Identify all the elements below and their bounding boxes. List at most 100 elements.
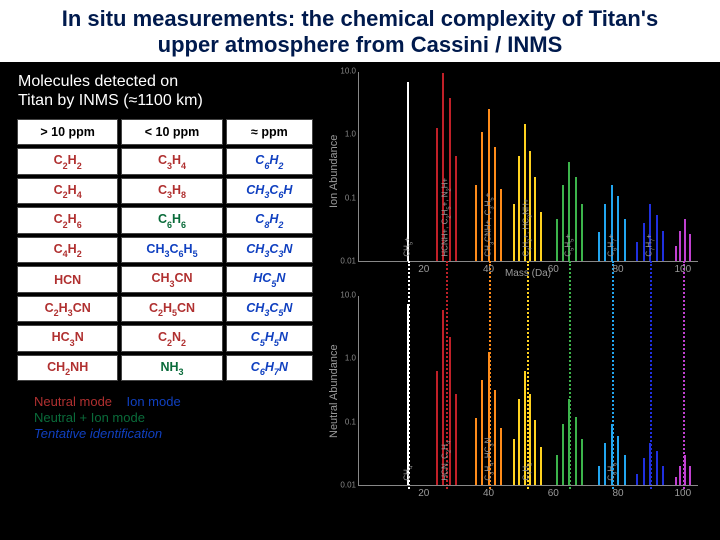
peak-label: HCN, C2H4	[441, 441, 453, 481]
title-block: In situ measurements: the chemical compl…	[0, 0, 720, 62]
x-tick: 40	[483, 264, 494, 275]
spectrum-bar	[675, 477, 677, 485]
spectrum-bar	[581, 204, 583, 261]
molecule-cell: C2H4	[17, 178, 118, 205]
molecule-cell: HC3N	[17, 325, 118, 352]
peak-label: C7H7+	[645, 234, 657, 257]
molecule-cell: C6H6	[121, 207, 222, 234]
spectrum-bar	[475, 418, 477, 485]
spectrum-bar	[500, 428, 502, 485]
spectra-panel: Ion Abundance Neutral Abundance 10.01.00…	[330, 68, 708, 498]
spectrum-bar	[624, 455, 626, 485]
legend-tentative: Tentative identification	[34, 426, 162, 441]
spectrum-bar	[656, 451, 658, 485]
x-tick: 40	[483, 488, 494, 499]
spectrum-bar	[407, 82, 409, 261]
x-tick: 100	[674, 488, 691, 499]
legend-ion: Ion mode	[127, 394, 181, 409]
x-axis-label: Mass (Da)	[505, 268, 551, 279]
y-tick: 0.01	[340, 480, 359, 489]
panel-title-line2: Titan by INMS (≈1100 km)	[18, 92, 203, 109]
molecule-cell: C8H2	[226, 207, 313, 234]
spectrum-bar	[436, 128, 438, 261]
molecule-panel: Molecules detected on Titan by INMS (≈11…	[14, 70, 316, 442]
spectrum-bar	[500, 189, 502, 261]
molecule-cell: C4H2	[17, 237, 118, 264]
molecule-cell: CH3CN	[121, 266, 222, 293]
molecule-cell: CH3C6H	[226, 178, 313, 205]
neutral-spectrum: 10.01.00.10.01CH4HCN, C2H4C3H4, HC3NC4H2…	[358, 296, 698, 486]
spectrum-bar	[436, 371, 438, 485]
y-tick: 10.0	[340, 66, 359, 75]
spectrum-bar	[636, 242, 638, 261]
spectrum-bar	[568, 399, 570, 485]
column-header: ≈ ppm	[226, 119, 313, 145]
x-tick: 100	[674, 264, 691, 275]
spectrum-bar	[455, 156, 457, 261]
spectrum-bar	[643, 458, 645, 485]
legend: Neutral mode Ion mode Neutral + Ion mode…	[14, 394, 316, 442]
peak-label: CH3CNH+, C3H5+	[483, 193, 495, 257]
spectrum-bar	[684, 455, 686, 485]
molecule-cell: C6H2	[226, 148, 313, 175]
column-header: < 10 ppm	[121, 119, 222, 145]
spectrum-bar	[575, 417, 577, 485]
spectrum-bar	[534, 177, 536, 261]
x-tick: 20	[418, 264, 429, 275]
spectrum-bar	[624, 219, 626, 261]
spectrum-bar	[598, 232, 600, 261]
spectrum-bar	[534, 420, 536, 485]
spectrum-bar	[684, 219, 686, 261]
spectrum-bar	[649, 443, 651, 485]
table-row: C2H2C3H4C6H2	[17, 148, 313, 175]
slide: In situ measurements: the chemical compl…	[0, 0, 720, 540]
spectrum-bar	[662, 231, 664, 261]
x-tick: 80	[612, 488, 623, 499]
y-tick: 1.0	[345, 130, 359, 139]
molecule-cell: CH3C6H5	[121, 237, 222, 264]
peak-label: C3H4, HC3N	[483, 438, 495, 481]
legend-both: Neutral + Ion mode	[34, 410, 145, 425]
spectrum-bar	[679, 466, 681, 485]
molecule-cell: C2H5CN	[121, 296, 222, 323]
spectrum-bar	[556, 219, 558, 261]
spectrum-bar	[562, 424, 564, 485]
peak-label: C5H5+	[564, 234, 576, 257]
panel-title: Molecules detected on Titan by INMS (≈11…	[14, 70, 316, 116]
molecule-cell: C3H8	[121, 178, 222, 205]
molecule-cell: C2H2	[17, 148, 118, 175]
content-area: Molecules detected on Titan by INMS (≈11…	[0, 62, 720, 540]
spectrum-bar	[689, 466, 691, 485]
table-row: HCNCH3CNHC5N	[17, 266, 313, 293]
peak-label: C6H7+	[606, 234, 618, 257]
spectrum-bar	[662, 466, 664, 485]
spectrum-bar	[455, 394, 457, 485]
molecule-cell: C2H6	[17, 207, 118, 234]
spectrum-bar	[689, 234, 691, 261]
ion-spectrum: 10.01.00.10.01CH5+HCNH+, C2H5+, N2H+CH3C…	[358, 72, 698, 262]
spectrum-bar	[679, 231, 681, 261]
slide-title: In situ measurements: the chemical compl…	[40, 6, 680, 58]
molecule-cell: CH3C3N	[226, 237, 313, 264]
spectrum-bar	[581, 439, 583, 485]
molecule-table: > 10 ppm< 10 ppm≈ ppm C2H2C3H4C6H2C2H4C3…	[14, 116, 316, 384]
molecule-cell: C6H7N	[226, 355, 313, 382]
table-row: C4H2CH3C6H5CH3C3N	[17, 237, 313, 264]
spectrum-bar	[675, 246, 677, 261]
spectrum-bar	[518, 156, 520, 261]
y-axis-label-bottom: Neutral Abundance	[328, 344, 340, 438]
spectrum-bar	[518, 399, 520, 485]
y-tick: 10.0	[340, 290, 359, 299]
molecule-cell: HC5N	[226, 266, 313, 293]
spectrum-bar	[513, 204, 515, 261]
x-tick: 60	[548, 488, 559, 499]
spectrum-bar	[540, 212, 542, 261]
peak-label: CH4	[402, 466, 414, 481]
legend-neutral: Neutral mode	[34, 394, 112, 409]
x-tick: 20	[418, 488, 429, 499]
molecule-cell: HCN	[17, 266, 118, 293]
spectrum-bar	[513, 439, 515, 485]
molecule-cell: C2H3CN	[17, 296, 118, 323]
peak-label: C6H6	[606, 463, 618, 481]
table-row: CH2NHNH3C6H7N	[17, 355, 313, 382]
